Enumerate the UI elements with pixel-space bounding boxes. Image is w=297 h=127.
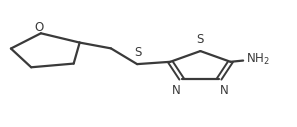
Text: NH$_2$: NH$_2$ xyxy=(246,52,270,67)
Text: O: O xyxy=(34,21,44,34)
Text: N: N xyxy=(220,84,229,97)
Text: S: S xyxy=(197,33,204,46)
Text: S: S xyxy=(134,45,141,59)
Text: N: N xyxy=(172,84,181,97)
